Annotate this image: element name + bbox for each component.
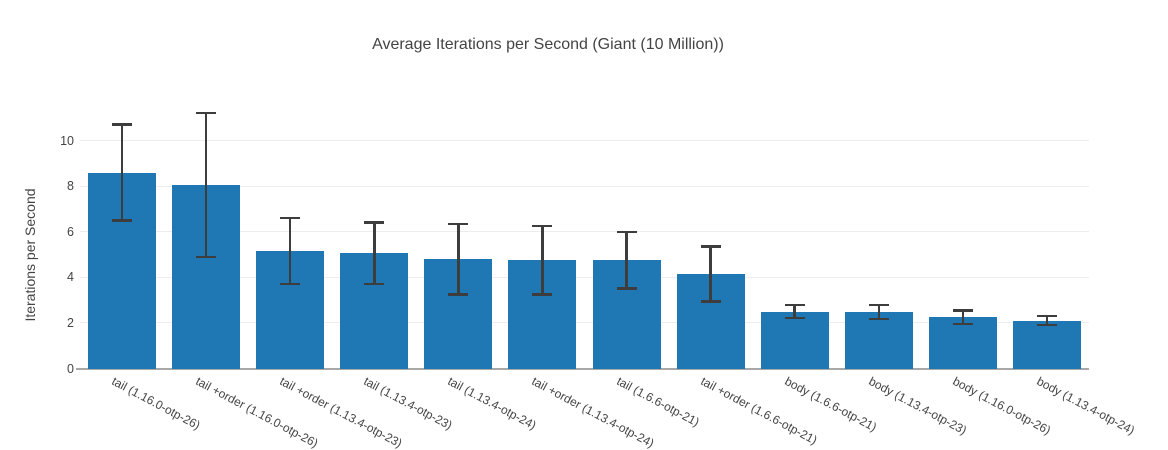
- error-bar-cap: [616, 230, 637, 233]
- error-bar: [204, 113, 208, 257]
- error-bar-cap: [1036, 314, 1057, 318]
- error-bar-cap: [700, 300, 721, 303]
- plot-area[interactable]: [80, 95, 1089, 369]
- error-bar-cap: [532, 293, 553, 296]
- y-tick-label: 2: [67, 315, 74, 330]
- x-tick-label: tail (1.6.6-otp-21): [613, 374, 702, 430]
- gridline: [80, 276, 1089, 278]
- error-bar-cap: [952, 309, 973, 312]
- error-bar-cap: [280, 282, 301, 286]
- error-bar-cap: [364, 282, 385, 286]
- bar[interactable]: [1012, 320, 1081, 369]
- gridline: [80, 185, 1089, 187]
- gridline: [80, 140, 1089, 142]
- error-bar-cap: [448, 293, 469, 296]
- error-bar-cap: [448, 222, 469, 226]
- error-bar: [793, 305, 796, 318]
- y-tick-label: 8: [67, 179, 74, 194]
- x-tick-label: tail (1.16.0-otp-26): [109, 374, 203, 433]
- error-bar-cap: [112, 123, 133, 126]
- error-bar-cap: [280, 216, 301, 220]
- error-bar: [541, 226, 544, 295]
- error-bar-cap: [700, 245, 721, 248]
- y-tick-label: 0: [67, 361, 74, 376]
- error-bar-cap: [784, 316, 805, 320]
- error-bar: [1045, 316, 1049, 326]
- x-axis-line: [76, 367, 1089, 370]
- bar[interactable]: [928, 317, 997, 369]
- error-bar: [373, 222, 376, 285]
- error-bar: [709, 246, 712, 302]
- error-bar-cap: [532, 224, 553, 228]
- gridline: [80, 322, 1089, 324]
- error-bar: [625, 231, 628, 289]
- bar[interactable]: [844, 311, 913, 369]
- y-tick-label: 4: [67, 270, 74, 285]
- chart-title: Average Iterations per Second (Giant (10…: [372, 36, 724, 53]
- error-bar: [457, 223, 460, 295]
- error-bar: [877, 305, 881, 319]
- error-bar-cap: [784, 303, 805, 307]
- gridline: [80, 231, 1089, 233]
- error-bar-cap: [196, 255, 217, 259]
- error-bar-cap: [196, 111, 217, 115]
- y-tick-label: 6: [67, 224, 74, 239]
- error-bar-cap: [1036, 323, 1057, 327]
- error-bar: [288, 218, 292, 285]
- error-bar-cap: [868, 303, 889, 307]
- bar[interactable]: [760, 311, 829, 369]
- error-bar-cap: [112, 219, 133, 222]
- error-bar-cap: [364, 221, 385, 224]
- y-tick-label: 10: [60, 133, 74, 148]
- error-bar: [961, 310, 965, 325]
- error-bar: [120, 124, 124, 221]
- x-tick-label: tail (1.13.4-otp-24): [445, 374, 539, 433]
- error-bar-cap: [868, 317, 889, 321]
- error-bar-cap: [616, 287, 637, 290]
- error-bar-cap: [952, 322, 973, 326]
